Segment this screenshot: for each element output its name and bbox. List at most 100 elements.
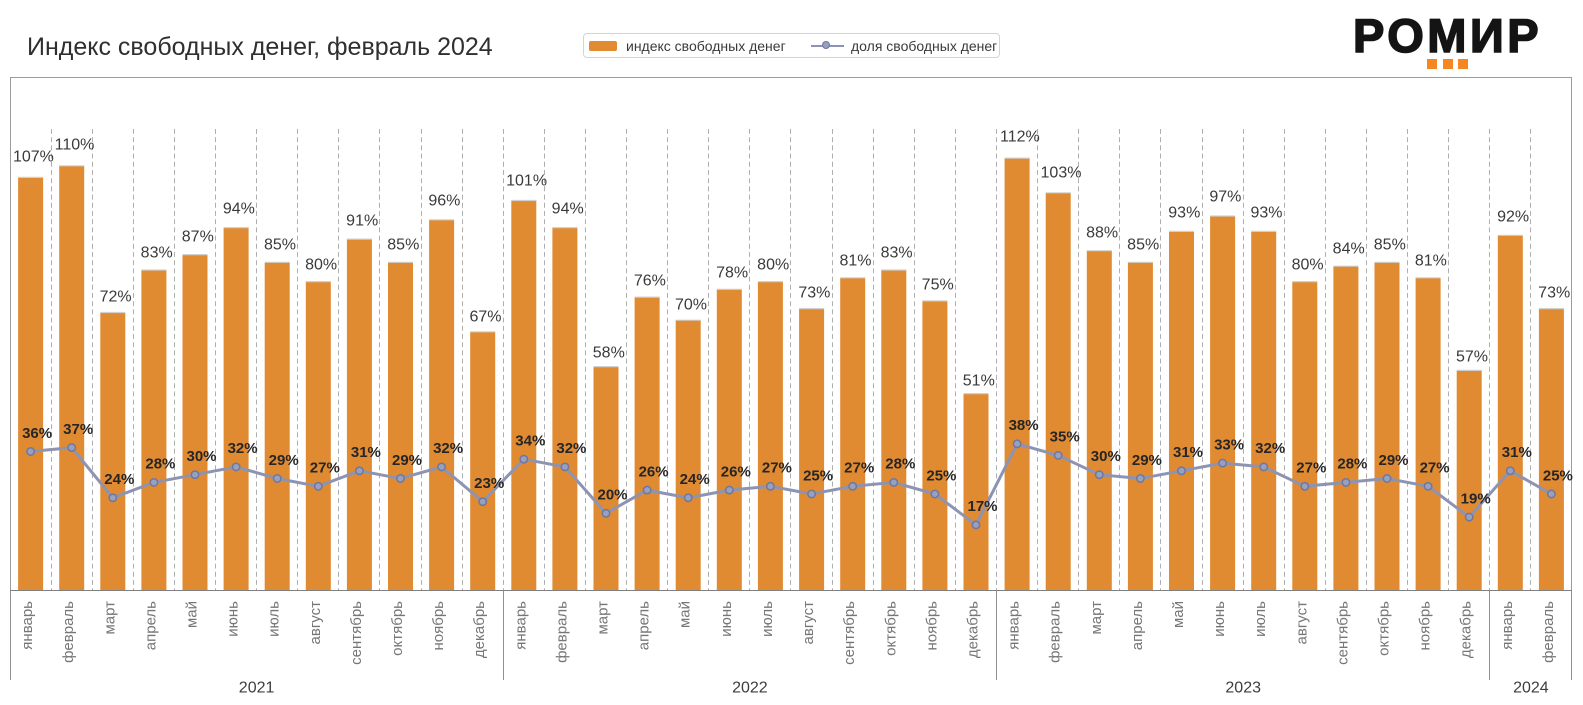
- svg-text:сентябрь: сентябрь: [348, 601, 365, 665]
- svg-text:март: март: [595, 601, 612, 635]
- svg-text:28%: 28%: [145, 456, 175, 473]
- svg-text:сентябрь: сентябрь: [841, 601, 858, 665]
- svg-text:57%: 57%: [1456, 348, 1488, 365]
- svg-text:20%: 20%: [597, 487, 627, 504]
- svg-text:июль: июль: [759, 601, 776, 637]
- svg-text:25%: 25%: [1543, 467, 1573, 484]
- svg-text:февраль: февраль: [1540, 601, 1557, 663]
- svg-text:февраль: февраль: [1047, 601, 1064, 663]
- svg-text:23%: 23%: [474, 475, 504, 492]
- svg-text:28%: 28%: [1337, 456, 1367, 473]
- svg-text:29%: 29%: [392, 452, 422, 469]
- svg-text:96%: 96%: [428, 193, 460, 210]
- svg-text:декабрь: декабрь: [1458, 601, 1475, 658]
- svg-text:26%: 26%: [639, 463, 669, 480]
- svg-text:31%: 31%: [351, 444, 381, 461]
- svg-text:81%: 81%: [839, 252, 871, 269]
- svg-text:2022: 2022: [732, 680, 768, 697]
- svg-text:март: март: [101, 601, 118, 635]
- svg-text:август: август: [307, 601, 324, 645]
- svg-text:май: май: [677, 601, 694, 628]
- svg-text:май: май: [184, 601, 201, 628]
- svg-text:80%: 80%: [305, 256, 337, 273]
- svg-text:июнь: июнь: [1211, 601, 1228, 637]
- svg-text:ноябрь: ноябрь: [430, 601, 447, 651]
- svg-text:34%: 34%: [515, 433, 545, 450]
- svg-text:2023: 2023: [1225, 680, 1261, 697]
- svg-text:80%: 80%: [1292, 256, 1324, 273]
- svg-text:апрель: апрель: [142, 601, 159, 650]
- svg-text:36%: 36%: [22, 425, 52, 442]
- svg-text:32%: 32%: [1255, 440, 1285, 457]
- svg-text:26%: 26%: [721, 463, 751, 480]
- svg-text:101%: 101%: [506, 173, 547, 190]
- svg-text:29%: 29%: [1378, 452, 1408, 469]
- svg-text:17%: 17%: [967, 498, 997, 515]
- svg-text:72%: 72%: [100, 288, 132, 305]
- svg-text:85%: 85%: [1127, 236, 1159, 253]
- svg-text:94%: 94%: [223, 201, 255, 218]
- svg-text:107%: 107%: [13, 149, 54, 166]
- svg-text:32%: 32%: [556, 440, 586, 457]
- svg-text:75%: 75%: [922, 276, 954, 293]
- svg-text:58%: 58%: [593, 344, 625, 361]
- svg-text:29%: 29%: [269, 452, 299, 469]
- svg-text:83%: 83%: [141, 244, 173, 261]
- svg-text:92%: 92%: [1497, 209, 1529, 226]
- svg-text:27%: 27%: [1420, 460, 1450, 477]
- svg-text:85%: 85%: [387, 236, 419, 253]
- svg-text:51%: 51%: [963, 372, 995, 389]
- svg-text:78%: 78%: [716, 264, 748, 281]
- svg-text:июнь: июнь: [225, 601, 242, 637]
- svg-text:декабрь: декабрь: [965, 601, 982, 658]
- svg-text:93%: 93%: [1250, 205, 1282, 222]
- svg-text:февраль: февраль: [553, 601, 570, 663]
- svg-text:28%: 28%: [885, 456, 915, 473]
- svg-text:37%: 37%: [63, 421, 93, 438]
- svg-text:июнь: июнь: [718, 601, 735, 637]
- svg-text:январь: январь: [19, 601, 36, 650]
- svg-text:октябрь: октябрь: [882, 601, 899, 656]
- svg-text:85%: 85%: [1374, 236, 1406, 253]
- svg-text:ноябрь: ноябрь: [923, 601, 940, 651]
- svg-text:73%: 73%: [798, 284, 830, 301]
- svg-text:35%: 35%: [1050, 429, 1080, 446]
- svg-text:30%: 30%: [1091, 448, 1121, 465]
- svg-text:67%: 67%: [469, 308, 501, 325]
- svg-text:27%: 27%: [844, 460, 874, 477]
- svg-text:май: май: [1170, 601, 1187, 628]
- svg-text:апрель: апрель: [636, 601, 653, 650]
- svg-text:73%: 73%: [1538, 284, 1570, 301]
- svg-text:январь: январь: [512, 601, 529, 650]
- svg-text:апрель: апрель: [1129, 601, 1146, 650]
- svg-text:81%: 81%: [1415, 252, 1447, 269]
- svg-text:январь: январь: [1499, 601, 1516, 650]
- svg-text:сентябрь: сентябрь: [1334, 601, 1351, 665]
- svg-text:29%: 29%: [1132, 452, 1162, 469]
- svg-text:87%: 87%: [182, 228, 214, 245]
- svg-text:март: март: [1088, 601, 1105, 635]
- svg-text:33%: 33%: [1214, 436, 1244, 453]
- svg-text:32%: 32%: [228, 440, 258, 457]
- svg-text:93%: 93%: [1168, 205, 1200, 222]
- svg-text:84%: 84%: [1333, 240, 1365, 257]
- svg-text:27%: 27%: [1296, 460, 1326, 477]
- svg-text:110%: 110%: [55, 137, 95, 154]
- svg-text:31%: 31%: [1502, 444, 1532, 461]
- svg-text:январь: январь: [1006, 601, 1023, 650]
- svg-text:25%: 25%: [926, 467, 956, 484]
- svg-text:октябрь: октябрь: [389, 601, 406, 656]
- svg-text:103%: 103%: [1041, 165, 1082, 182]
- svg-text:112%: 112%: [1000, 129, 1040, 146]
- svg-text:30%: 30%: [186, 448, 216, 465]
- svg-text:декабрь: декабрь: [471, 601, 488, 658]
- svg-text:24%: 24%: [680, 471, 710, 488]
- svg-text:80%: 80%: [757, 256, 789, 273]
- svg-text:август: август: [800, 601, 817, 645]
- svg-text:27%: 27%: [310, 460, 340, 477]
- svg-text:94%: 94%: [552, 201, 584, 218]
- svg-text:27%: 27%: [762, 460, 792, 477]
- svg-text:февраль: февраль: [60, 601, 77, 663]
- svg-text:2021: 2021: [239, 680, 275, 697]
- svg-text:97%: 97%: [1209, 189, 1241, 206]
